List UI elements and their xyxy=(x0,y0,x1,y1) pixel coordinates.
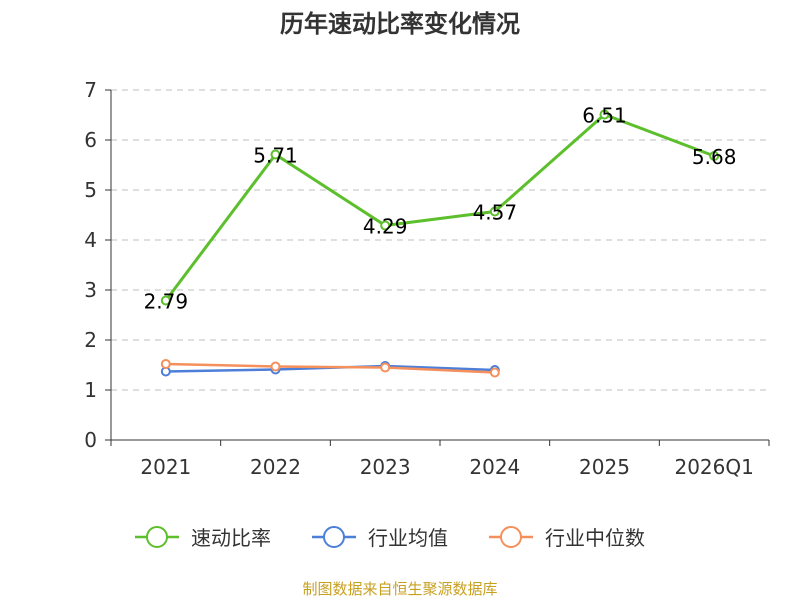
data-point xyxy=(599,109,610,120)
series-lines xyxy=(160,109,720,378)
y-tick-label: 4 xyxy=(84,228,97,252)
source-note: 制图数据来自恒生聚源数据库 xyxy=(302,580,497,598)
data-label: 6.51 xyxy=(582,104,627,128)
data-point xyxy=(270,361,281,372)
legend-marker xyxy=(500,526,522,548)
x-tick-label: 2026Q1 xyxy=(674,455,753,479)
data-point xyxy=(380,362,391,373)
y-tick-label: 1 xyxy=(84,378,97,402)
x-tick-labels: 2021 2022 2023 2024 2025 2026Q1 xyxy=(140,455,753,479)
x-tick-label: 2022 xyxy=(250,455,301,479)
series-line-0 xyxy=(164,113,715,302)
data-point xyxy=(489,367,500,378)
data-point xyxy=(270,149,281,160)
x-tick-label: 2025 xyxy=(579,455,630,479)
axes xyxy=(105,89,770,446)
data-point xyxy=(489,206,500,217)
y-tick-label: 3 xyxy=(84,278,97,302)
y-tick-label: 2 xyxy=(84,328,97,352)
data-label: 2.79 xyxy=(144,290,189,314)
legend-marker xyxy=(146,526,168,548)
legend-marker xyxy=(323,526,345,548)
series-line-2 xyxy=(165,362,495,374)
data-point xyxy=(709,151,720,161)
y-tick-label: 5 xyxy=(84,178,97,202)
legend-label: 行业均值 xyxy=(368,526,448,550)
data-point xyxy=(160,295,171,306)
x-tick-label: 2021 xyxy=(140,455,191,479)
legend: 速动比率 行业均值 行业中位数 xyxy=(135,526,645,550)
data-point xyxy=(160,359,171,369)
chart-title: 历年速动比率变化情况 xyxy=(280,10,520,38)
data-label: 4.57 xyxy=(473,201,518,225)
legend-label: 行业中位数 xyxy=(545,526,645,550)
legend-label: 速动比率 xyxy=(191,526,271,550)
y-tick-labels: 0 1 2 3 4 5 6 7 xyxy=(84,78,97,452)
y-tick-label: 7 xyxy=(84,78,97,102)
data-label: 5.68 xyxy=(692,145,737,169)
data-point xyxy=(380,220,391,231)
data-labels: 2.79 5.71 4.29 4.57 6.51 5.68 xyxy=(144,104,737,314)
y-tick-label: 6 xyxy=(84,128,97,152)
data-label: 4.29 xyxy=(363,215,408,239)
data-label: 5.71 xyxy=(253,144,298,168)
x-tick-label: 2023 xyxy=(360,455,411,479)
y-tick-label: 0 xyxy=(84,428,97,452)
x-tick-label: 2024 xyxy=(469,455,520,479)
